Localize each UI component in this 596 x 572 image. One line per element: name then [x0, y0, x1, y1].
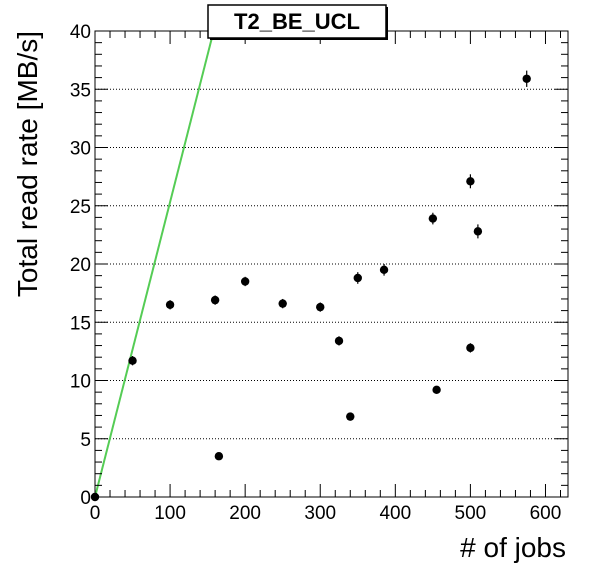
y-tick-label: 10 [70, 372, 91, 393]
y-tick-label: 35 [70, 80, 91, 101]
data-marker [334, 336, 344, 346]
data-point [240, 276, 250, 287]
y-tick-label: 40 [70, 22, 91, 43]
data-point [432, 385, 441, 395]
data-point [278, 298, 287, 309]
y-tick-label: 0 [80, 488, 91, 509]
data-marker [353, 273, 362, 283]
data-marker [466, 343, 475, 353]
data-point [334, 336, 344, 346]
data-marker [428, 214, 438, 223]
data-marker [473, 227, 483, 236]
x-axis-label: # of jobs [460, 532, 566, 563]
data-point [428, 212, 438, 225]
chart-title: T2_BE_UCL [234, 9, 360, 34]
data-points [90, 70, 531, 502]
x-axis: 0 100 200 300 400 500 600 [90, 31, 562, 524]
reference-line-group [94, 30, 215, 498]
y-axis-label: Total read rate [MB/s] [12, 31, 43, 297]
reference-line [94, 30, 215, 498]
data-marker [165, 300, 175, 309]
data-marker [466, 177, 475, 186]
x-tick-label: 100 [154, 503, 186, 524]
data-point [353, 272, 362, 284]
y-gridlines [95, 88, 568, 440]
y-tick-label: 15 [70, 313, 91, 334]
data-point [165, 300, 175, 310]
data-marker [278, 299, 287, 308]
data-marker [210, 295, 220, 305]
x-tick-label: 0 [90, 503, 101, 524]
data-point [346, 412, 355, 421]
chart-title-box: T2_BE_UCL [207, 4, 388, 40]
data-point [379, 264, 389, 276]
x-tick-label: 400 [379, 503, 411, 524]
data-marker [346, 412, 355, 421]
x-tick-label: 500 [455, 503, 487, 524]
data-marker [316, 302, 325, 312]
y-axis: 0 5 10 15 20 25 30 35 40 [70, 22, 568, 509]
y-tick-label: 20 [70, 255, 91, 276]
x-tick-label: 600 [530, 503, 562, 524]
data-point [210, 295, 220, 305]
data-marker [379, 265, 389, 275]
data-point [316, 302, 325, 312]
data-point [522, 70, 531, 87]
y-tick-label: 30 [70, 139, 91, 160]
data-marker [240, 277, 250, 286]
data-marker [522, 74, 531, 83]
data-marker [214, 452, 224, 461]
y-tick-label: 25 [70, 197, 91, 218]
data-marker [128, 356, 137, 365]
data-point [466, 174, 475, 189]
data-point [128, 356, 137, 366]
y-tick-label: 5 [80, 430, 91, 451]
data-point [473, 224, 483, 239]
x-tick-label: 200 [229, 503, 261, 524]
x-tick-label: 300 [304, 503, 336, 524]
data-point [214, 452, 224, 461]
data-point [466, 343, 475, 353]
data-marker [432, 385, 441, 395]
